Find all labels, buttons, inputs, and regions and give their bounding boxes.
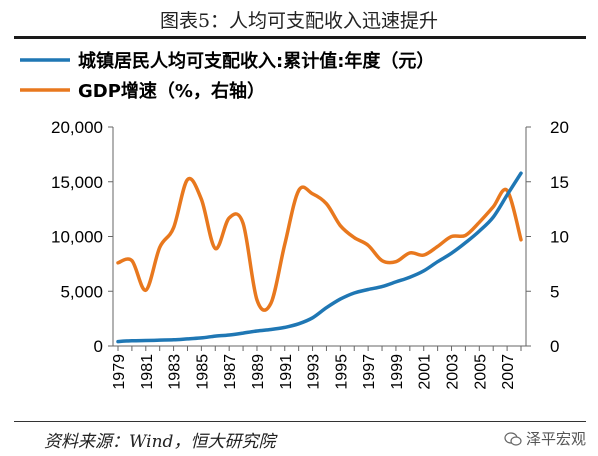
- source-rule: [14, 421, 586, 422]
- series-line-gdp-growth: [116, 176, 523, 312]
- watermark: 泽平宏观: [504, 428, 586, 449]
- x-tick-label: 1991: [278, 354, 295, 390]
- x-tick-label: 2003: [445, 354, 462, 390]
- x-tick-label: 1987: [222, 354, 239, 390]
- series-line-urban-income: [116, 171, 523, 344]
- legend: 城镇居民人均可支配收入:累计值:年度（元） GDP增速（%，右轴）: [20, 50, 434, 102]
- y-left-tick-label: 10,000: [51, 228, 103, 247]
- y-left-tick-label: 15,000: [51, 173, 103, 192]
- y-left-tick-label: 5,000: [60, 282, 103, 301]
- legend-label-income: 城镇居民人均可支配收入:累计值:年度（元）: [78, 50, 434, 72]
- y-left-tick-label: 20,000: [51, 118, 103, 137]
- x-tick-label: 1985: [194, 354, 211, 390]
- legend-label-gdp: GDP增速（%，右轴）: [78, 80, 265, 102]
- x-tick-label: 1999: [389, 354, 406, 390]
- x-axis-ticks: 1979 1981 1983 1985 1987 1989 1991 1993 1995 1997…: [111, 346, 522, 390]
- x-tick-label: 2001: [417, 354, 434, 390]
- x-tick-label: 1981: [139, 354, 156, 390]
- figure-title: 图表5：人均可支配收入迅速提升: [159, 10, 439, 32]
- x-tick-label: 1983: [167, 354, 184, 390]
- y-axis-right-ticks: 0 5 10 15 20: [526, 118, 569, 356]
- x-tick-label: 1993: [306, 354, 323, 390]
- x-tick-label: 1997: [361, 354, 378, 390]
- y-right-tick-label: 5: [550, 282, 559, 301]
- y-right-tick-label: 10: [550, 228, 569, 247]
- x-tick-label: 1989: [250, 354, 267, 390]
- x-tick-label: 1995: [333, 354, 350, 390]
- x-tick-label: 2007: [500, 354, 517, 390]
- x-tick-label: 2005: [472, 354, 489, 390]
- x-tick-label: 1979: [111, 354, 128, 390]
- chart: 城镇居民人均可支配收入:累计值:年度（元） GDP增速（%，右轴） 0 5,000…: [20, 50, 569, 390]
- y-right-tick-label: 0: [550, 337, 559, 356]
- y-right-tick-label: 15: [550, 173, 569, 192]
- y-axis-left-ticks: 0 5,000 10,000 15,000 20,000: [51, 118, 113, 356]
- y-right-tick-label: 20: [550, 118, 569, 137]
- wechat-icon: [504, 431, 522, 446]
- title-rule: [14, 36, 586, 39]
- watermark-text: 泽平宏观: [525, 430, 586, 448]
- y-left-tick-label: 0: [94, 337, 103, 356]
- source-note: 资料来源：Wind，恒大研究院: [44, 432, 276, 452]
